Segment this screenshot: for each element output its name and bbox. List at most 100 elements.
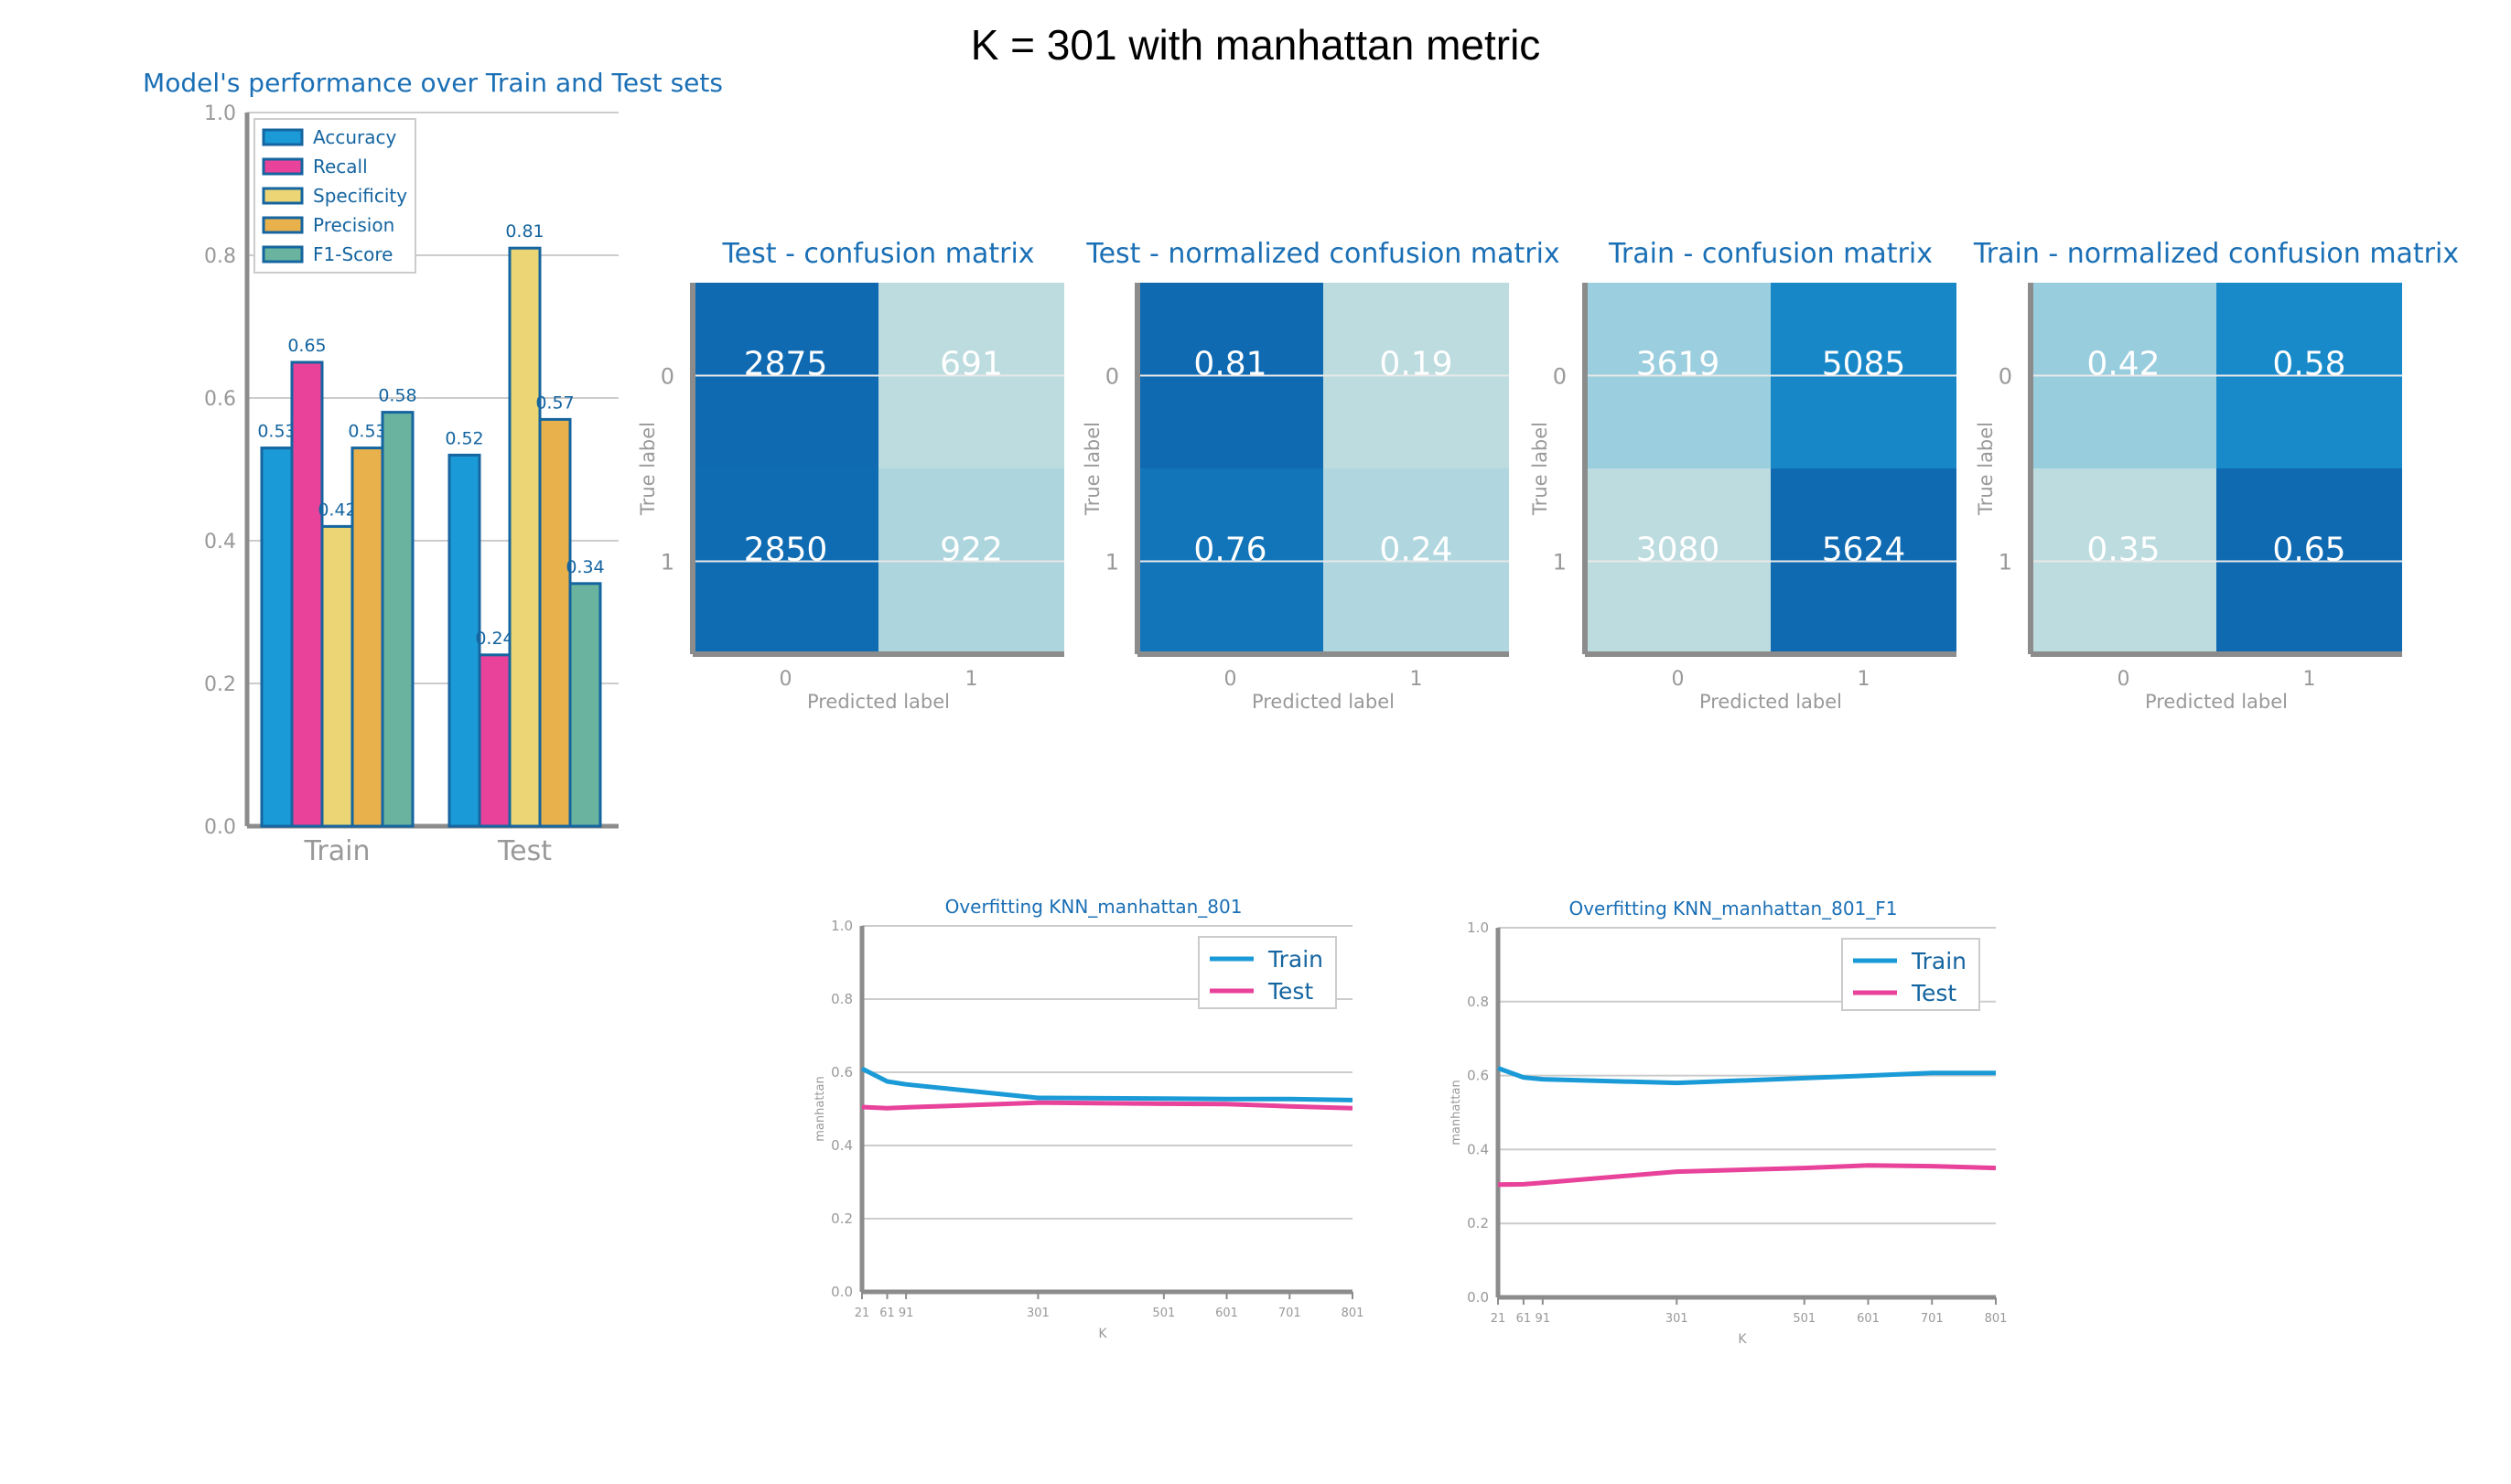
- chart-title: Model's performance over Train and Test …: [143, 68, 723, 98]
- bar: [478, 653, 512, 828]
- x-tick-label: 601: [1215, 1307, 1238, 1320]
- cell-value-label: 0.65: [2272, 532, 2345, 569]
- legend-swatch: [262, 245, 304, 263]
- y-tick-label: 1: [1105, 550, 1119, 575]
- y-tick-label: 1.0: [831, 918, 853, 934]
- cell-value-label: 691: [940, 346, 1003, 383]
- y-tick-label: 1: [1553, 550, 1567, 575]
- x-tick-label: 501: [1152, 1307, 1175, 1320]
- chart-title: Test - confusion matrix: [721, 238, 1034, 270]
- x-tick-label: 21: [1491, 1312, 1506, 1326]
- legend-label: Precision: [313, 214, 394, 236]
- series-line: [861, 1100, 1353, 1111]
- confusion-matrix: Test - confusion matrix 0 2875 691 1 2850 922 0…: [637, 238, 1064, 713]
- cell-value-label: 0.58: [2272, 346, 2345, 383]
- y-axis-label: manhattan: [814, 1076, 827, 1141]
- line-chart: Overfitting KNN_manhattan_801_F1 0.0 0.2 0.…: [1449, 898, 2007, 1347]
- chart-title: Train - confusion matrix: [1608, 238, 1933, 270]
- confusion-matrix: Train - confusion matrix 0 3619 5085 1 3080 56…: [1529, 238, 1956, 713]
- x-tick-label: 301: [1027, 1307, 1050, 1320]
- x-tick-label: Test: [497, 835, 552, 867]
- legend-swatch: [262, 187, 304, 205]
- series-line: [1497, 1163, 1997, 1188]
- y-tick-label: 0: [1105, 364, 1119, 390]
- y-axis-label: True label: [1529, 422, 1551, 516]
- legend-label: Train: [1911, 948, 1967, 974]
- y-tick-label: 0.6: [831, 1064, 853, 1081]
- x-tick-label: 801: [1342, 1307, 1364, 1320]
- confusion-matrix: Train - normalized confusion matrix 0 0.42…: [1973, 238, 2459, 713]
- x-tick-label: 701: [1921, 1312, 1944, 1326]
- bar-value-label: 0.52: [445, 428, 483, 448]
- bar: [290, 360, 324, 828]
- x-tick-label: 501: [1793, 1312, 1816, 1326]
- legend-box: [1198, 936, 1337, 1009]
- x-tick-label: 21: [855, 1307, 870, 1320]
- legend-swatch: [262, 157, 304, 176]
- y-axis-label: True label: [1082, 422, 1104, 516]
- cell-value-label: 2875: [744, 346, 828, 383]
- y-tick-label: 0.0: [831, 1284, 853, 1300]
- y-tick-label: 0.0: [204, 816, 236, 839]
- cell-value-label: 3619: [1636, 346, 1720, 383]
- bar-chart: Model's performance over Train and Test …: [143, 68, 723, 867]
- y-tick-label: 0: [1999, 364, 2012, 390]
- bar-value-label: 0.58: [378, 386, 416, 406]
- x-tick-label: 0: [780, 668, 792, 691]
- chart-title: Overfitting KNN_manhattan_801: [945, 896, 1243, 918]
- x-tick-label: 0: [1224, 668, 1237, 691]
- x-tick-label: 301: [1665, 1312, 1688, 1326]
- y-tick-label: 0.2: [1467, 1215, 1489, 1231]
- legend-label: Test: [1911, 980, 1956, 1006]
- cell-value-label: 3080: [1636, 532, 1720, 569]
- y-tick-label: 1: [661, 550, 674, 575]
- legend-label: Recall: [313, 156, 368, 177]
- y-tick-label: 0.8: [831, 991, 853, 1007]
- y-tick-label: 0.2: [831, 1210, 853, 1227]
- bar-value-label: 0.53: [348, 422, 386, 442]
- x-axis-label: Predicted label: [1699, 691, 1842, 713]
- bar: [381, 411, 415, 828]
- x-tick-label: 91: [899, 1307, 914, 1320]
- cell-value-label: 0.35: [2086, 532, 2160, 569]
- x-tick-label: 601: [1857, 1312, 1880, 1326]
- x-axis-label: K: [1098, 1327, 1107, 1341]
- bar-value-label: 0.24: [475, 629, 513, 649]
- bar: [508, 246, 542, 828]
- bar-value-label: 0.65: [287, 336, 326, 356]
- bar-value-label: 0.57: [535, 393, 574, 413]
- x-tick-label: 1: [1858, 668, 1870, 691]
- bar: [538, 417, 572, 828]
- y-tick-label: 1.0: [204, 102, 236, 125]
- cell-value-label: 0.19: [1379, 346, 1452, 383]
- y-tick-label: 0.4: [204, 531, 236, 554]
- legend-box: [1841, 938, 1980, 1011]
- x-tick-label: 61: [879, 1307, 895, 1320]
- legend-label: Specificity: [313, 185, 407, 207]
- y-tick-label: 0: [1553, 364, 1567, 390]
- x-tick-label: 701: [1278, 1307, 1301, 1320]
- x-tick-label: Train: [304, 835, 371, 867]
- y-tick-label: 0.8: [1467, 994, 1489, 1010]
- y-axis-label: True label: [1975, 422, 1997, 516]
- y-tick-label: 1.0: [1467, 919, 1489, 936]
- cell-value-label: 0.81: [1193, 346, 1266, 383]
- chart-title: Overfitting KNN_manhattan_801_F1: [1568, 898, 1897, 919]
- x-tick-label: 91: [1536, 1312, 1551, 1326]
- y-tick-label: 0.4: [1467, 1141, 1489, 1157]
- x-axis-label: K: [1738, 1332, 1747, 1347]
- x-axis-label: Predicted label: [807, 691, 950, 713]
- series-line: [860, 1066, 1353, 1102]
- y-tick-label: 0.8: [204, 245, 236, 268]
- x-tick-label: 61: [1516, 1312, 1532, 1326]
- bar: [320, 524, 354, 828]
- bar: [568, 582, 602, 828]
- confusion-matrix: Test - normalized confusion matrix 0 0.81 0…: [1082, 238, 1560, 713]
- legend-label: Test: [1267, 978, 1313, 1005]
- chart-title: Test - normalized confusion matrix: [1085, 238, 1559, 270]
- cell-value-label: 0.42: [2086, 346, 2160, 383]
- cell-value-label: 0.76: [1193, 532, 1266, 569]
- cell-value-label: 5624: [1822, 532, 1906, 569]
